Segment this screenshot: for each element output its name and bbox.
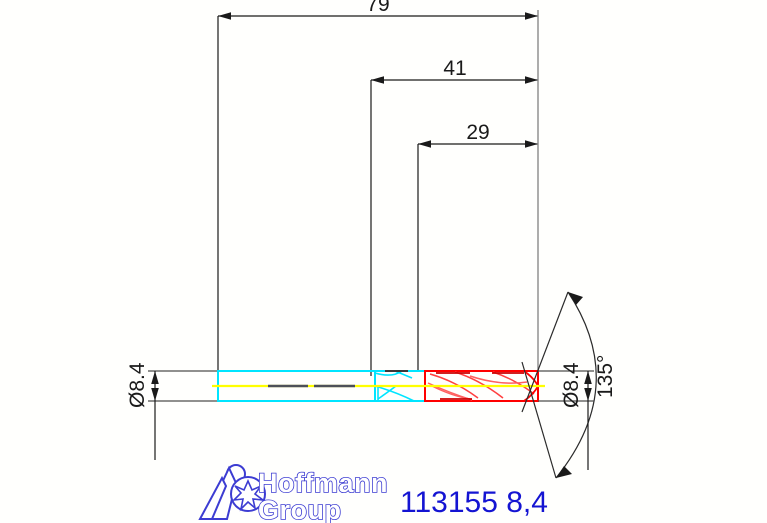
arrowhead-top-shank-dia xyxy=(151,371,159,384)
logo-gear-star xyxy=(231,479,266,512)
dimension-overall-length: 79 xyxy=(217,0,538,400)
dimension-tip-diameter: Ø8.4 xyxy=(538,362,594,470)
hoffmann-group-logo: Hoffmann Group xyxy=(198,464,388,523)
arrowhead-top-tip-dia xyxy=(584,371,592,384)
angle-leg-upper xyxy=(521,291,569,413)
arrowhead-bottom-shank-dia xyxy=(151,388,159,401)
arrowhead-right-79 xyxy=(525,12,538,20)
dimension-neck-length: 41 xyxy=(370,57,538,376)
hoffmann-figure-gear-icon xyxy=(198,464,266,520)
arrowhead-arc-bottom xyxy=(556,466,572,478)
dimension-label-point-angle: 135° xyxy=(594,355,617,398)
neck-taper-upper xyxy=(374,370,403,376)
flute-helix-6 xyxy=(469,375,528,384)
flute-helix-1 xyxy=(429,373,479,399)
dimension-label-41: 41 xyxy=(443,57,466,80)
part-number-label: 113155 8,4 xyxy=(400,486,548,519)
dimension-label-tip-diameter: Ø8.4 xyxy=(560,362,583,408)
arrowhead-bottom-tip-dia xyxy=(584,388,592,401)
tip-cut-edge-lower xyxy=(523,385,539,402)
neck-edge-line xyxy=(394,370,413,379)
neck-taper-lower xyxy=(374,385,415,402)
dimension-flute-length: 29 xyxy=(417,121,538,372)
angle-arc xyxy=(555,291,597,479)
dimension-label-29: 29 xyxy=(466,121,489,144)
logo-figure-leg xyxy=(198,475,228,520)
arrowhead-left-41 xyxy=(371,76,384,84)
tip-cut-edge-upper xyxy=(523,370,539,387)
logo-wordmark-line1: Hoffmann xyxy=(258,468,388,498)
arrowhead-left-79 xyxy=(218,12,231,20)
logo-wordmark-line2: Group xyxy=(258,495,342,523)
dimension-label-shank-diameter: Ø8.4 xyxy=(126,362,149,408)
dimension-label-79: 79 xyxy=(366,0,389,16)
dimension-point-angle: 135° xyxy=(521,291,617,479)
dimension-shank-diameter: Ø8.4 xyxy=(126,362,222,460)
angle-leg-lower xyxy=(521,361,557,479)
arrowhead-arc-top xyxy=(568,292,583,305)
arrowhead-right-29 xyxy=(525,140,538,148)
arrowhead-right-41 xyxy=(525,76,538,84)
arrowhead-left-29 xyxy=(418,140,431,148)
